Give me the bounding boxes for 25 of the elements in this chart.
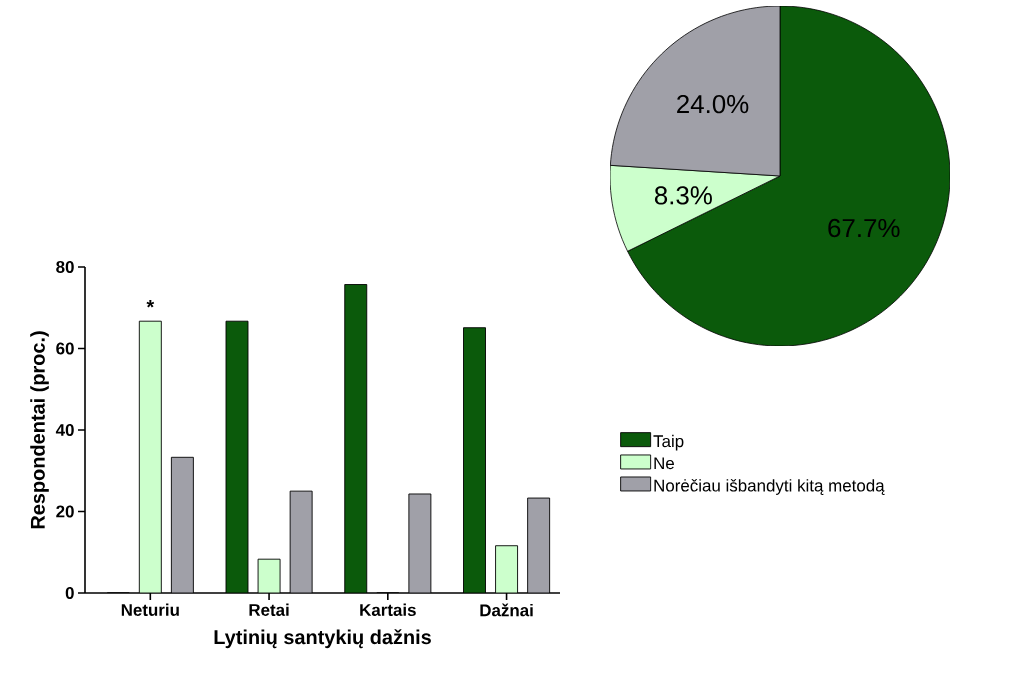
legend-label: Ne (654, 457, 674, 470)
data-label: 67.7% (828, 218, 900, 238)
x-tick-label: Dažnai (480, 603, 533, 617)
x-tick-label: Kartais (360, 603, 416, 616)
x-tick-label: Neturiu (121, 603, 179, 616)
data-label: 8.3% (654, 186, 712, 205)
bar (463, 327, 486, 593)
data-label: 24.0% (677, 94, 749, 114)
bar (527, 497, 551, 593)
annotation: * (146, 299, 155, 308)
bar (170, 456, 194, 593)
y-axis-title: Respondentai (proc.) (30, 331, 49, 529)
legend-label: Taip (653, 434, 684, 451)
legend-label: Norėčiau išbandyti kitą metodą (654, 479, 885, 495)
x-tick-label: Retai (249, 603, 289, 616)
bar (344, 284, 368, 593)
bar (138, 320, 162, 593)
bar (225, 320, 249, 593)
y-tick-label: 40 (55, 424, 74, 436)
bar (495, 545, 519, 593)
x-axis-title: Lytinių santykių dažnis (214, 629, 431, 649)
y-tick-label: 20 (56, 505, 74, 518)
y-tick-label: 80 (56, 261, 74, 273)
y-tick-label: 0 (65, 587, 74, 599)
y-tick-label: 60 (56, 342, 74, 355)
